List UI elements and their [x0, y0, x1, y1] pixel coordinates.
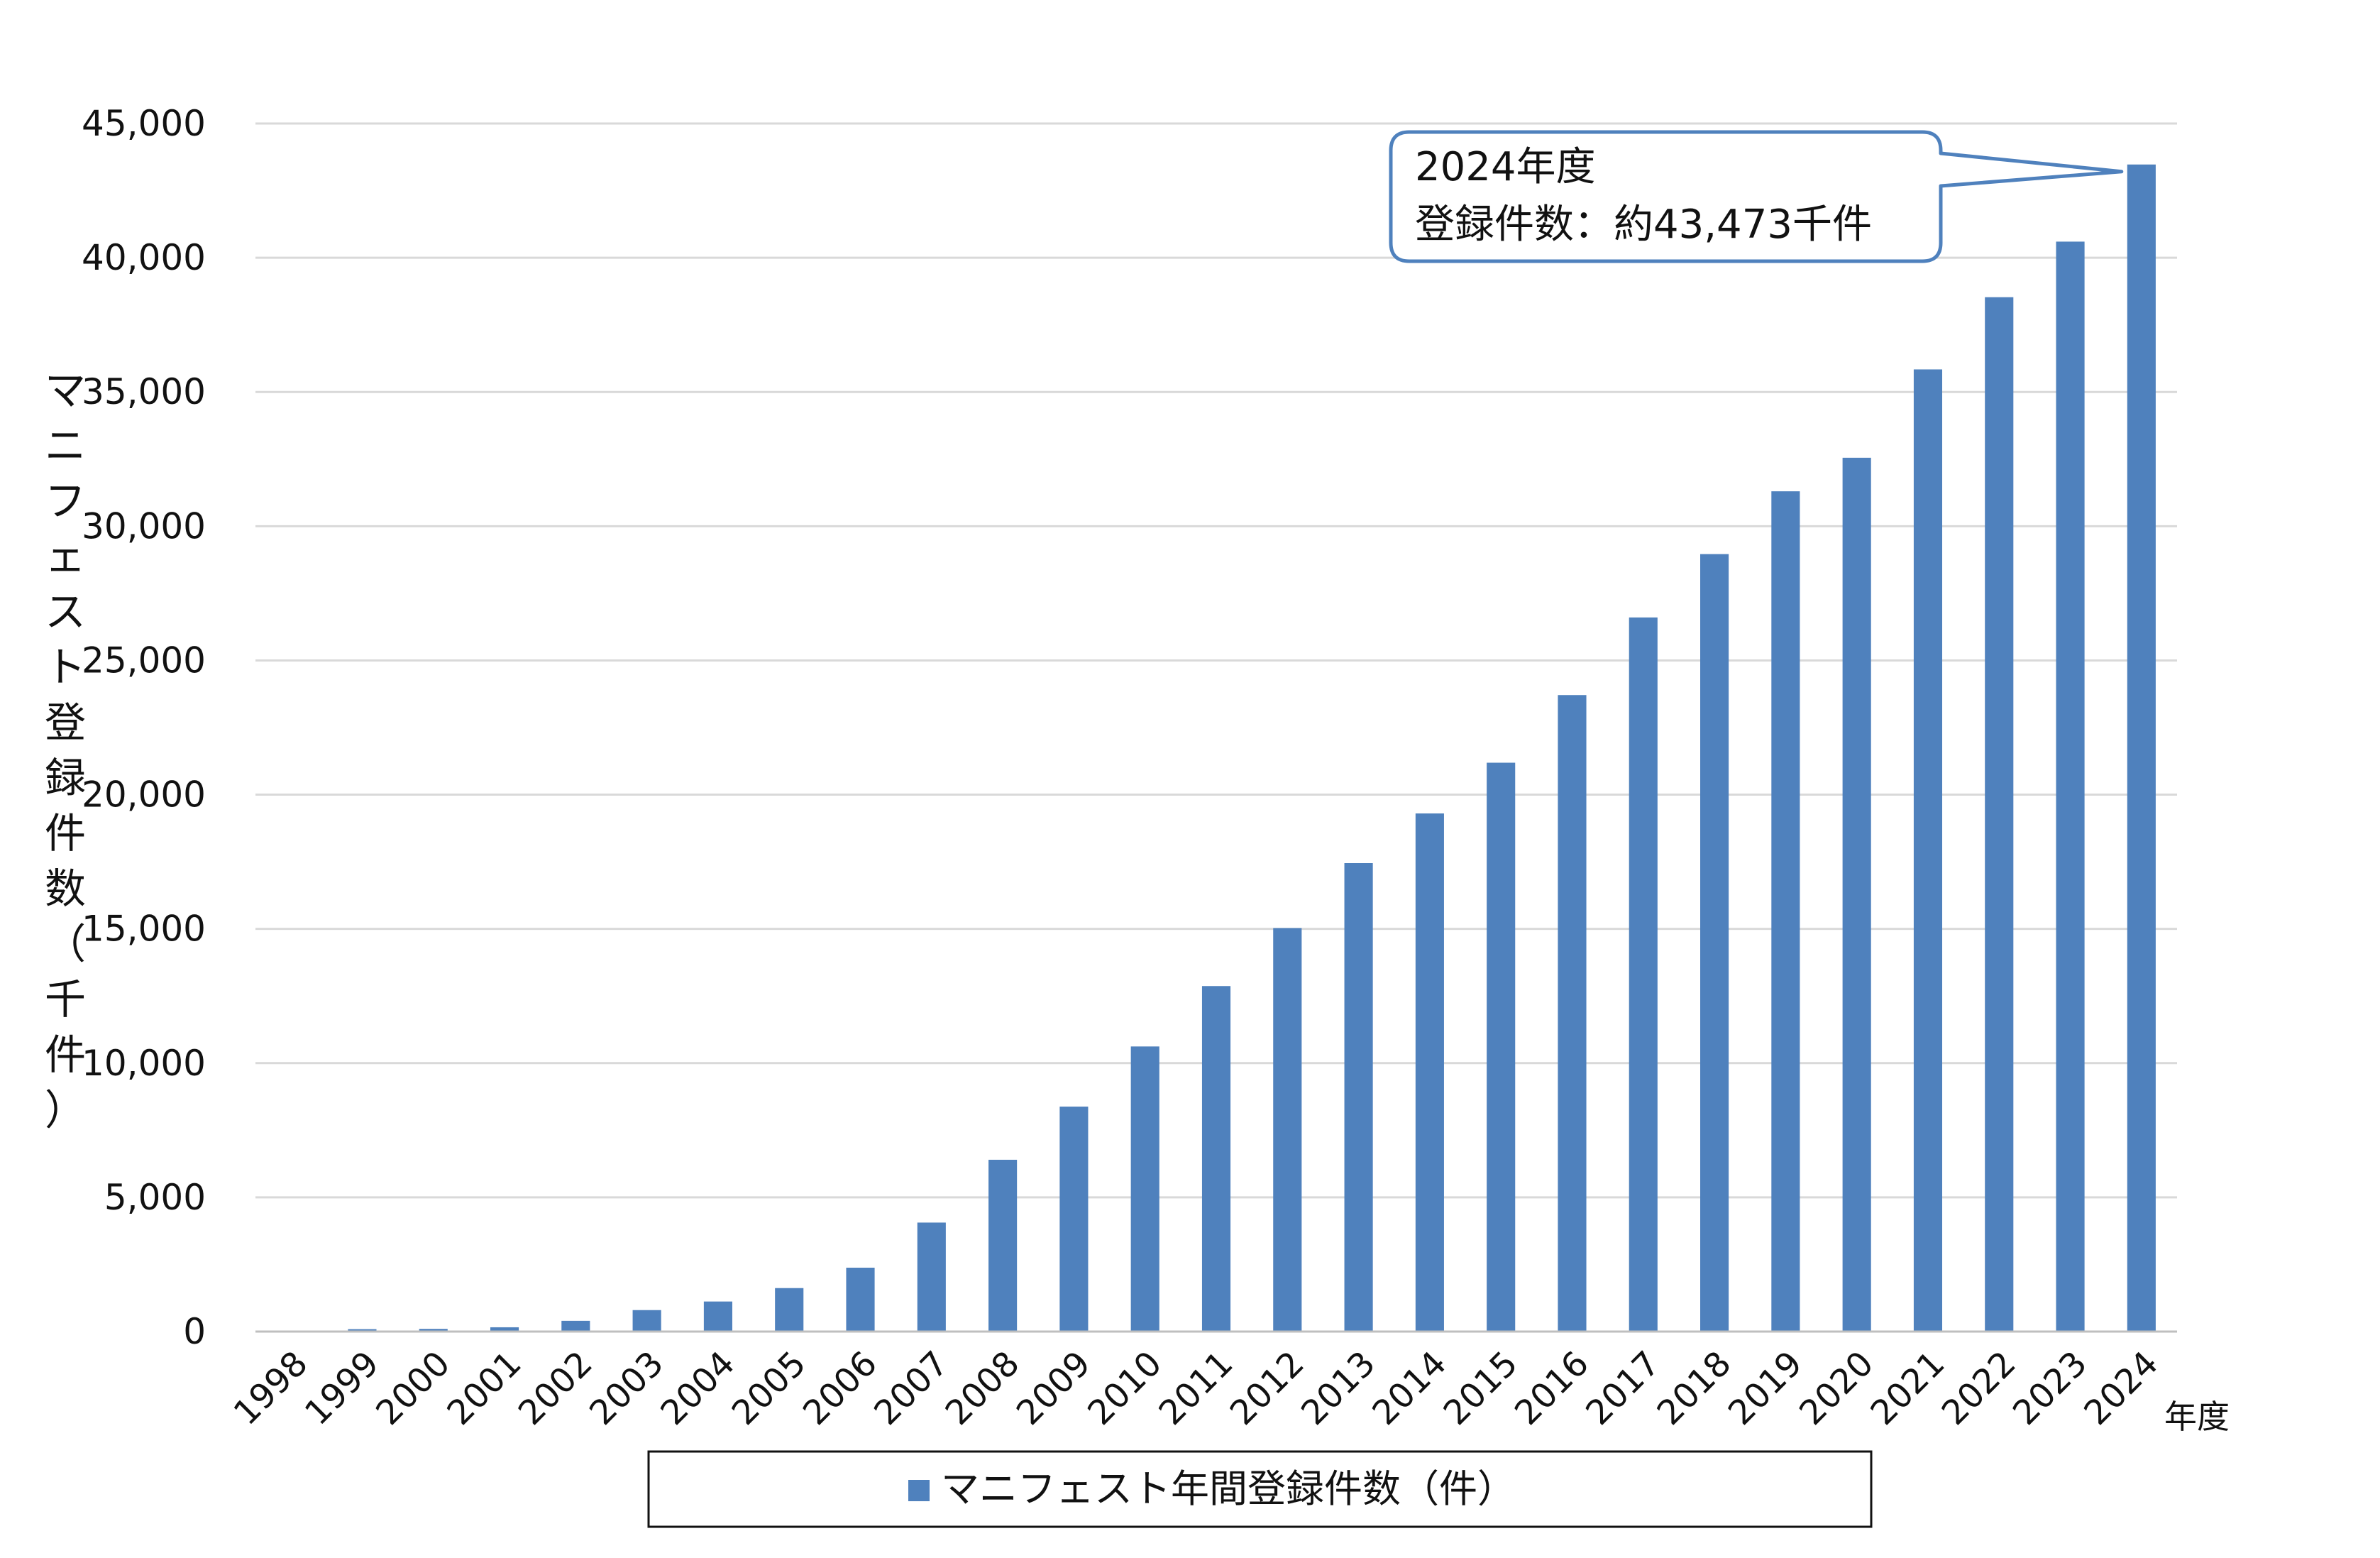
x-tick-label: 2017 [1578, 1344, 1668, 1433]
x-tick-label: 2010 [1080, 1344, 1169, 1433]
bar-2018 [1700, 554, 1729, 1332]
bar-2011 [1201, 986, 1231, 1332]
bar-1999 [348, 1329, 377, 1332]
bar-2021 [1913, 369, 1943, 1332]
x-tick-label: 2002 [511, 1344, 600, 1433]
y-axis-label-char: 千 [45, 975, 86, 1024]
bar-2023 [2056, 241, 2085, 1332]
y-tick-label: 0 [183, 1311, 206, 1352]
bar-2015 [1487, 762, 1516, 1332]
bar-2002 [561, 1320, 590, 1332]
bar-2020 [1842, 457, 1871, 1332]
x-tick-label: 1999 [297, 1344, 387, 1433]
y-tick-label: 20,000 [82, 774, 206, 816]
x-axis-ticks: 1998199920002001200220032004200520062007… [226, 1344, 2166, 1433]
x-tick-label: 2008 [938, 1344, 1028, 1433]
y-axis-label-char: 数 [45, 865, 86, 913]
x-tick-label: 2019 [1721, 1344, 1810, 1433]
x-tick-label: 2006 [795, 1344, 885, 1433]
y-axis-label-char: ス [45, 588, 86, 636]
x-tick-label: 2024 [2076, 1344, 2166, 1433]
y-axis-label-char: ェ [45, 532, 86, 581]
bar-2001 [490, 1327, 519, 1332]
bar-2007 [917, 1222, 946, 1332]
x-tick-label: 2011 [1152, 1344, 1241, 1433]
bar-2006 [846, 1267, 875, 1332]
bar-2000 [419, 1329, 448, 1332]
y-tick-label: 25,000 [82, 640, 206, 681]
y-axis-label-char: 登 [45, 698, 86, 747]
y-tick-label: 5,000 [104, 1177, 206, 1218]
y-tick-label: 35,000 [82, 371, 206, 412]
x-tick-label: 2022 [1934, 1344, 2024, 1433]
bar-2009 [1059, 1107, 1089, 1332]
x-tick-label: 2000 [368, 1344, 458, 1433]
y-tick-label: 30,000 [82, 505, 206, 547]
callout-bubble [1389, 130, 2124, 263]
bar-2012 [1273, 928, 1302, 1332]
callout-line-2: 登録件数：約43,473千件 [1415, 202, 1872, 248]
y-axis-label-char: フ [45, 477, 86, 525]
gridlines [255, 122, 2177, 1199]
y-axis-label-char: ） [45, 1086, 86, 1134]
bar-2010 [1130, 1046, 1159, 1332]
x-tick-label: 2013 [1294, 1344, 1383, 1433]
y-axis-label-char: マ [45, 366, 86, 415]
x-tick-label: 2005 [725, 1344, 814, 1433]
y-tick-label: 45,000 [82, 103, 206, 144]
bar-2014 [1415, 813, 1444, 1332]
x-tick-label: 2001 [440, 1344, 529, 1433]
legend-label: マニフェスト年間登録件数（件） [941, 1466, 1516, 1511]
y-axis-label-char: ニ [45, 422, 86, 470]
bar-2022 [1985, 297, 2014, 1332]
x-tick-label: 2014 [1365, 1344, 1454, 1433]
bar-2005 [775, 1288, 804, 1332]
y-axis-label-char: 件 [45, 809, 86, 857]
bar-2019 [1771, 491, 1800, 1332]
x-tick-label: 2012 [1223, 1344, 1312, 1433]
bar-2024 [2127, 164, 2156, 1332]
x-tick-label: 2021 [1863, 1344, 1952, 1433]
bars [348, 164, 2156, 1332]
y-tick-label: 10,000 [82, 1043, 206, 1084]
x-tick-label: 2018 [1650, 1344, 1739, 1433]
legend-swatch [908, 1480, 930, 1501]
y-axis-label-char: ト [45, 643, 86, 691]
bar-2008 [988, 1159, 1018, 1332]
callout-line-1: 2024年度 [1415, 144, 1596, 190]
x-tick-label: 2016 [1507, 1344, 1597, 1433]
y-axis-label-char: 録 [45, 754, 86, 802]
legend-box [647, 1450, 1873, 1528]
bar-2013 [1344, 863, 1373, 1332]
bar-2016 [1558, 695, 1587, 1332]
x-tick-label: 1998 [226, 1344, 316, 1433]
legend: マニフェスト年間登録件数（件） [647, 1450, 1873, 1528]
x-tick-label: 2003 [582, 1344, 671, 1433]
y-axis-label-char: 件 [45, 1031, 86, 1079]
x-tick-label: 2009 [1009, 1344, 1098, 1433]
callout-annotation: 2024年度 登録件数：約43,473千件 [1389, 130, 2124, 263]
bar-2017 [1629, 617, 1658, 1332]
y-axis-label-char: （ [45, 920, 86, 968]
bar-2004 [703, 1301, 732, 1332]
x-tick-label: 2023 [2005, 1344, 2095, 1433]
x-tick-label: 2004 [653, 1344, 742, 1433]
x-tick-label: 2020 [1792, 1344, 1881, 1433]
x-tick-label: 2007 [866, 1344, 956, 1433]
bar-2003 [632, 1310, 661, 1332]
y-tick-label: 40,000 [82, 237, 206, 278]
x-axis-label: 年度 [2164, 1398, 2230, 1436]
y-tick-label: 15,000 [82, 909, 206, 950]
x-tick-label: 2015 [1436, 1344, 1526, 1433]
y-axis-ticks: 0 5,000 10,000 15,000 20,000 25,000 30,000 35,0… [82, 103, 206, 1352]
